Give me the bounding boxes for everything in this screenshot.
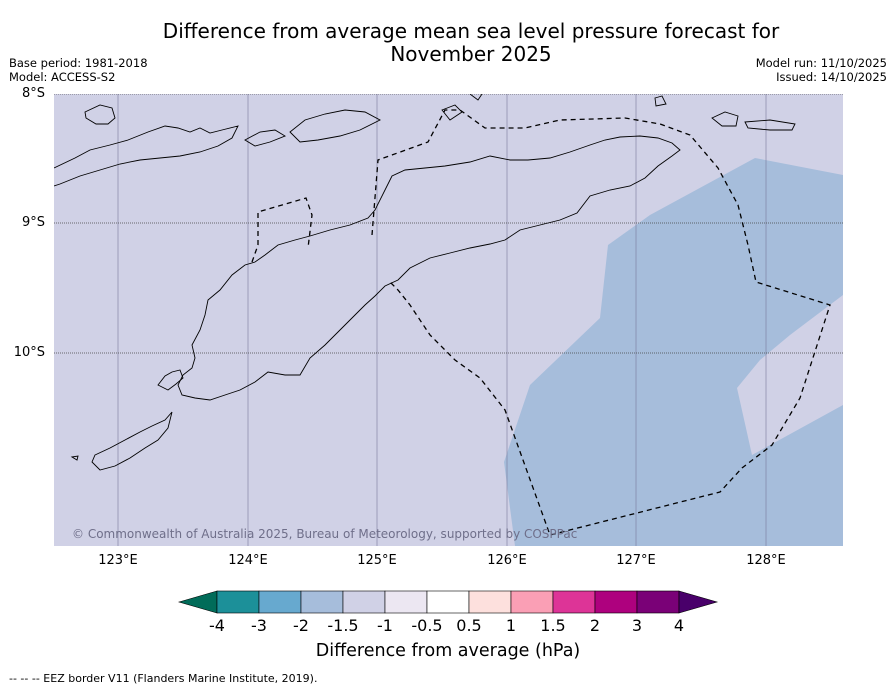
colorbar-segment: [636, 590, 680, 614]
issued-date-text: Issued: 14/10/2025: [776, 70, 887, 84]
small-island-coast: [70, 455, 79, 461]
copyright-text: © Commonwealth of Australia 2025, Bureau…: [72, 527, 577, 541]
model-run-text: Model run: 11/10/2025: [755, 56, 887, 70]
colorbar-tick: -3: [251, 616, 267, 635]
atauro-island-coast: [244, 129, 287, 147]
colorbar-segment: [426, 590, 470, 614]
small-island-coast-2: [469, 94, 483, 101]
lon-label: 128°E: [746, 553, 786, 568]
colorbar-tick: -1.5: [327, 616, 359, 635]
lon-label: 124°E: [228, 553, 268, 568]
sawu-island-coast: [91, 411, 173, 471]
lon-label: 125°E: [357, 553, 397, 568]
colorbar-segment: [300, 590, 344, 614]
flores-island-coast: [54, 125, 239, 187]
sermata-island-coast: [744, 119, 796, 131]
map-area: © Commonwealth of Australia 2025, Bureau…: [54, 94, 843, 546]
colorbar-title: Difference from average (hPa): [315, 641, 581, 661]
lon-label: 126°E: [487, 553, 527, 568]
colorbar-segment: [552, 590, 596, 614]
colorbar-segment: [258, 590, 302, 614]
anomaly-region-minus2: [504, 158, 843, 546]
model-name-text: Model: ACCESS-S2: [9, 70, 116, 84]
model-info: Base period: 1981-2018 Model: ACCESS-S2: [9, 56, 148, 84]
lon-label: 127°E: [616, 553, 656, 568]
colorbar-segment: [468, 590, 512, 614]
map-title-line1: Difference from average mean sea level p…: [162, 19, 780, 43]
leti-island-coast: [654, 95, 667, 107]
colorbar-tick: -1: [377, 616, 393, 635]
colorbar-tick: 4: [673, 616, 685, 635]
colorbar-tick: -2: [293, 616, 309, 635]
colorbar-tick: 3: [631, 616, 643, 635]
coastlines: [54, 94, 796, 471]
lat-label: 9°S: [21, 215, 45, 230]
wetar-island-coast: [289, 109, 381, 143]
base-period-text: Base period: 1981-2018: [9, 56, 148, 70]
colorbar-extend-low: [177, 590, 218, 614]
run-info: Model run: 11/10/2025 Issued: 14/10/2025: [756, 56, 887, 84]
alor-island-coast: [84, 104, 116, 125]
rote-island-coast: [157, 369, 184, 391]
colorbar-tick: -4: [209, 616, 225, 635]
colorbar-tick: -0.5: [411, 616, 443, 635]
colorbar-tick: 1.5: [540, 616, 566, 635]
lat-label: 8°S: [21, 86, 45, 101]
colorbar-tick: 0.5: [456, 616, 482, 635]
colorbar-tick: 1: [505, 616, 517, 635]
colorbar-segment: [342, 590, 386, 614]
colorbar-extend-high: [678, 590, 719, 614]
map-title: Difference from average mean sea level p…: [130, 20, 812, 66]
babar-island-coast: [711, 111, 739, 127]
lon-label: 123°E: [98, 553, 138, 568]
colorbar-segment: [594, 590, 638, 614]
colorbar: [177, 590, 719, 614]
colorbar-segment: [216, 590, 260, 614]
map-title-line2: November 2025: [390, 42, 552, 66]
colorbar-segment: [510, 590, 554, 614]
eez-border: [251, 109, 831, 536]
timor-island-coast: [177, 135, 681, 401]
colorbar-segment: [384, 590, 428, 614]
colorbar-tick: 2: [589, 616, 601, 635]
eez-legend-text: -- -- -- EEZ border V11 (Flanders Marine…: [9, 672, 318, 685]
lat-label: 10°S: [13, 345, 45, 360]
